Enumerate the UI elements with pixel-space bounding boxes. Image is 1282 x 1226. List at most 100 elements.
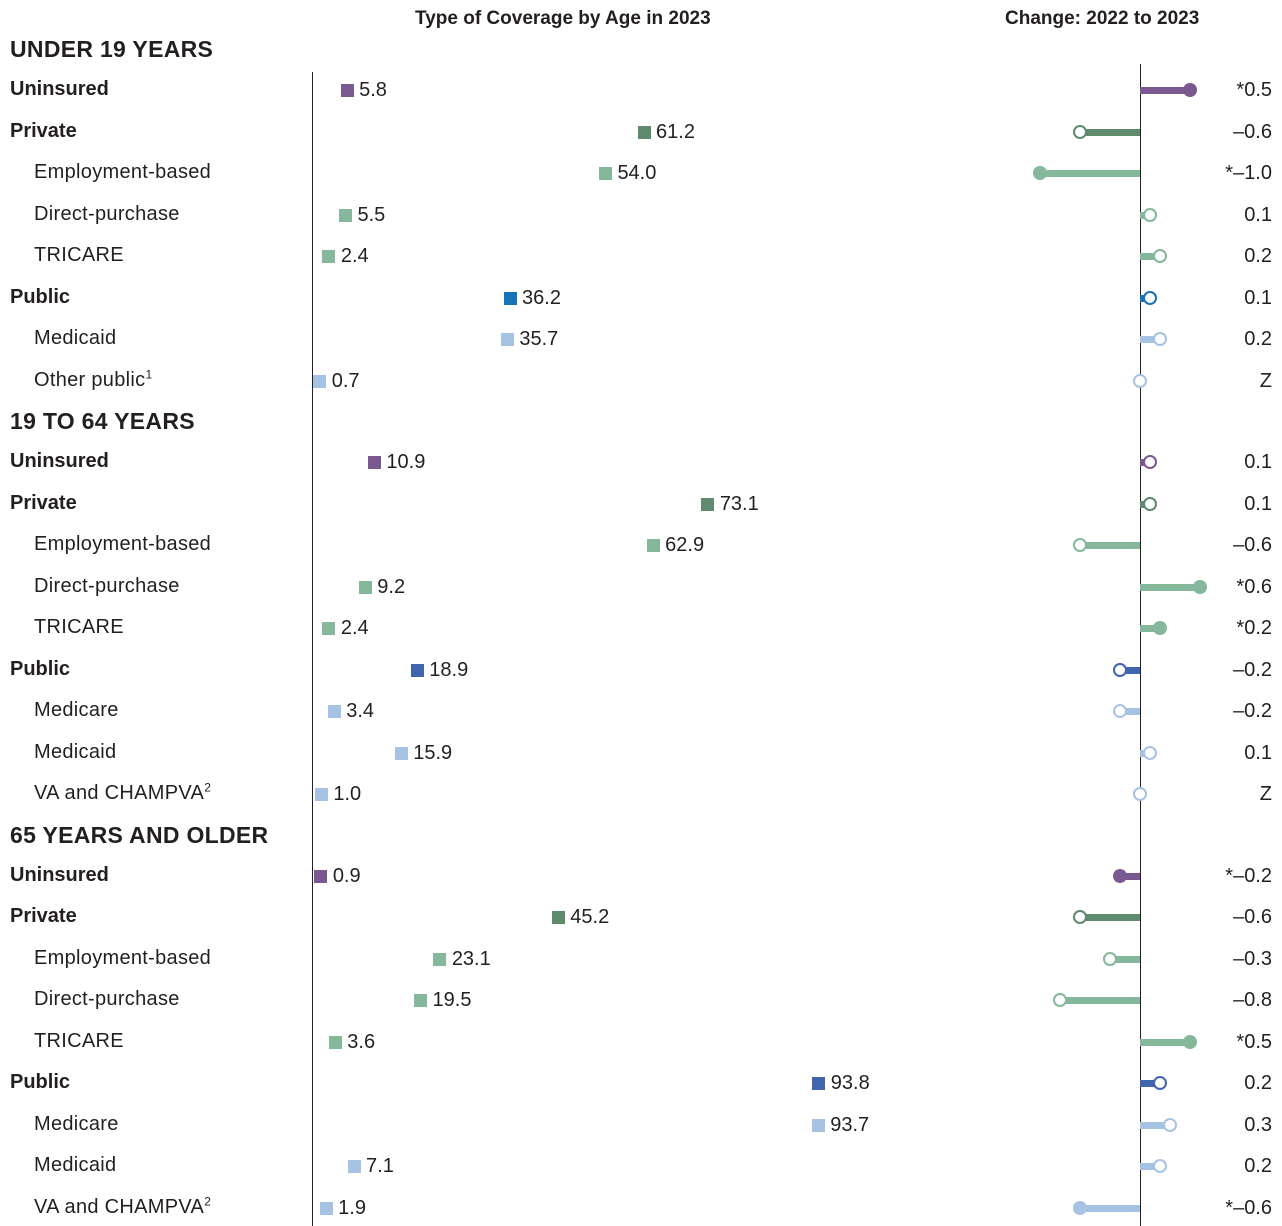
row-label-text: Employment-based — [34, 946, 212, 969]
row-label-text: Private — [10, 119, 77, 142]
value-marker — [340, 84, 354, 97]
change-dot-significant — [1113, 868, 1127, 883]
value-marker — [347, 1160, 361, 1173]
change-label: 0.1 — [1244, 203, 1272, 226]
change-label: 0.2 — [1244, 1155, 1272, 1177]
change-dot-not-significant — [1133, 373, 1147, 388]
value-label: 19.5 — [432, 989, 472, 1011]
row-label: Direct-purchase — [34, 987, 180, 1011]
change-dot-significant — [1183, 83, 1197, 97]
value-label: 5.8 — [359, 79, 387, 101]
change-bar — [1140, 1038, 1190, 1046]
change-label: Z — [1259, 783, 1272, 805]
row-label-text: VA and CHAMPVA — [34, 782, 205, 804]
change-bar — [1080, 1204, 1140, 1212]
value-marker — [410, 663, 424, 677]
change-label: 0.1 — [1244, 741, 1272, 764]
change-dot-not-significant — [1133, 787, 1147, 801]
change-dot-significant — [1033, 166, 1047, 180]
change-bar — [1140, 336, 1160, 343]
row-label-text: Medicaid — [34, 740, 117, 763]
change-label: 0.2 — [1244, 328, 1272, 350]
change-dot-not-significant — [1143, 496, 1157, 511]
right-panel-title: Change: 2022 to 2023 — [1005, 8, 1200, 29]
value-label: 2.4 — [340, 617, 369, 639]
row-label-text: Uninsured — [10, 450, 109, 472]
change-label: –0.2 — [1233, 700, 1272, 722]
row-label-text: TRICARE — [34, 244, 124, 266]
change-bar — [1080, 128, 1140, 136]
change-bar — [1140, 253, 1160, 260]
row-label-text: Public — [10, 657, 71, 680]
value-label: 45.2 — [570, 906, 610, 928]
change-label: 0.3 — [1244, 1113, 1272, 1136]
value-label: 0.9 — [332, 864, 361, 887]
row-label: Private — [10, 491, 77, 515]
value-label: 1.0 — [333, 783, 362, 805]
change-dot-not-significant — [1073, 124, 1087, 139]
change-bar — [1140, 87, 1190, 94]
value-marker — [701, 497, 715, 511]
group-label: 19 TO 64 YEARS — [10, 408, 195, 434]
change-bar — [1080, 542, 1140, 549]
row-label-text: Medicaid — [34, 327, 117, 349]
change-label: 0.1 — [1244, 286, 1272, 309]
row-label-text: Public — [10, 1071, 71, 1093]
value-marker — [338, 208, 352, 222]
group-label: 65 YEARS AND OLDER — [10, 821, 269, 848]
change-dot-not-significant — [1103, 951, 1117, 966]
row-label-text: TRICARE — [34, 1029, 124, 1052]
value-marker — [637, 125, 651, 139]
row-label-text: Medicare — [34, 1112, 119, 1135]
value-label: 3.6 — [347, 1030, 376, 1053]
change-dot-not-significant — [1073, 538, 1087, 552]
change-dot-not-significant — [1143, 290, 1157, 305]
change-dot-not-significant — [1153, 1159, 1167, 1173]
value-label: 9.2 — [377, 575, 406, 598]
row-label: Employment-based — [34, 946, 211, 970]
row-label-text: Private — [10, 491, 77, 514]
row-label-text: Uninsured — [10, 78, 109, 100]
row-label-text: Private — [10, 905, 77, 927]
change-dot-not-significant — [1113, 662, 1127, 677]
change-dot-not-significant — [1073, 910, 1087, 924]
value-label: 35.7 — [519, 328, 559, 350]
value-marker — [319, 1201, 333, 1215]
value-label: 93.7 — [830, 1113, 870, 1136]
change-label: –0.3 — [1233, 947, 1272, 970]
value-marker — [358, 580, 372, 594]
change-label: 0.2 — [1244, 245, 1272, 267]
change-label: *–1.0 — [1225, 162, 1272, 184]
change-label: *0.6 — [1236, 575, 1272, 598]
value-marker — [314, 788, 328, 801]
change-bar — [1080, 914, 1140, 921]
change-bar — [1110, 955, 1140, 963]
value-label: 15.9 — [413, 741, 453, 764]
value-marker — [551, 911, 565, 924]
row-label: Private — [10, 904, 77, 928]
row-label: Uninsured — [10, 863, 109, 887]
row-label: TRICARE — [34, 243, 124, 267]
change-dot-significant — [1183, 1034, 1197, 1049]
row-label-text: Medicaid — [34, 1154, 117, 1176]
value-label: 73.1 — [719, 492, 759, 515]
change-dot-not-significant — [1153, 249, 1167, 263]
change-label: –0.2 — [1233, 658, 1272, 681]
change-bar — [1120, 708, 1140, 715]
row-label: Public — [10, 657, 70, 681]
value-marker — [394, 746, 408, 760]
row-label: Employment-based — [34, 532, 211, 556]
row-label-text: Uninsured — [10, 863, 109, 886]
change-dot-not-significant — [1143, 455, 1157, 469]
value-label: 2.4 — [340, 245, 369, 267]
left-axis-line — [312, 72, 313, 1226]
value-label: 3.4 — [346, 700, 375, 722]
change-dot-not-significant — [1153, 332, 1167, 346]
value-marker — [433, 952, 447, 966]
change-label: –0.6 — [1233, 120, 1272, 143]
value-label: 1.9 — [338, 1196, 366, 1219]
row-label-text: Direct-purchase — [34, 574, 180, 597]
row-label: Uninsured — [10, 449, 109, 473]
change-dot-not-significant — [1153, 1076, 1167, 1090]
change-label: Z — [1259, 369, 1272, 392]
